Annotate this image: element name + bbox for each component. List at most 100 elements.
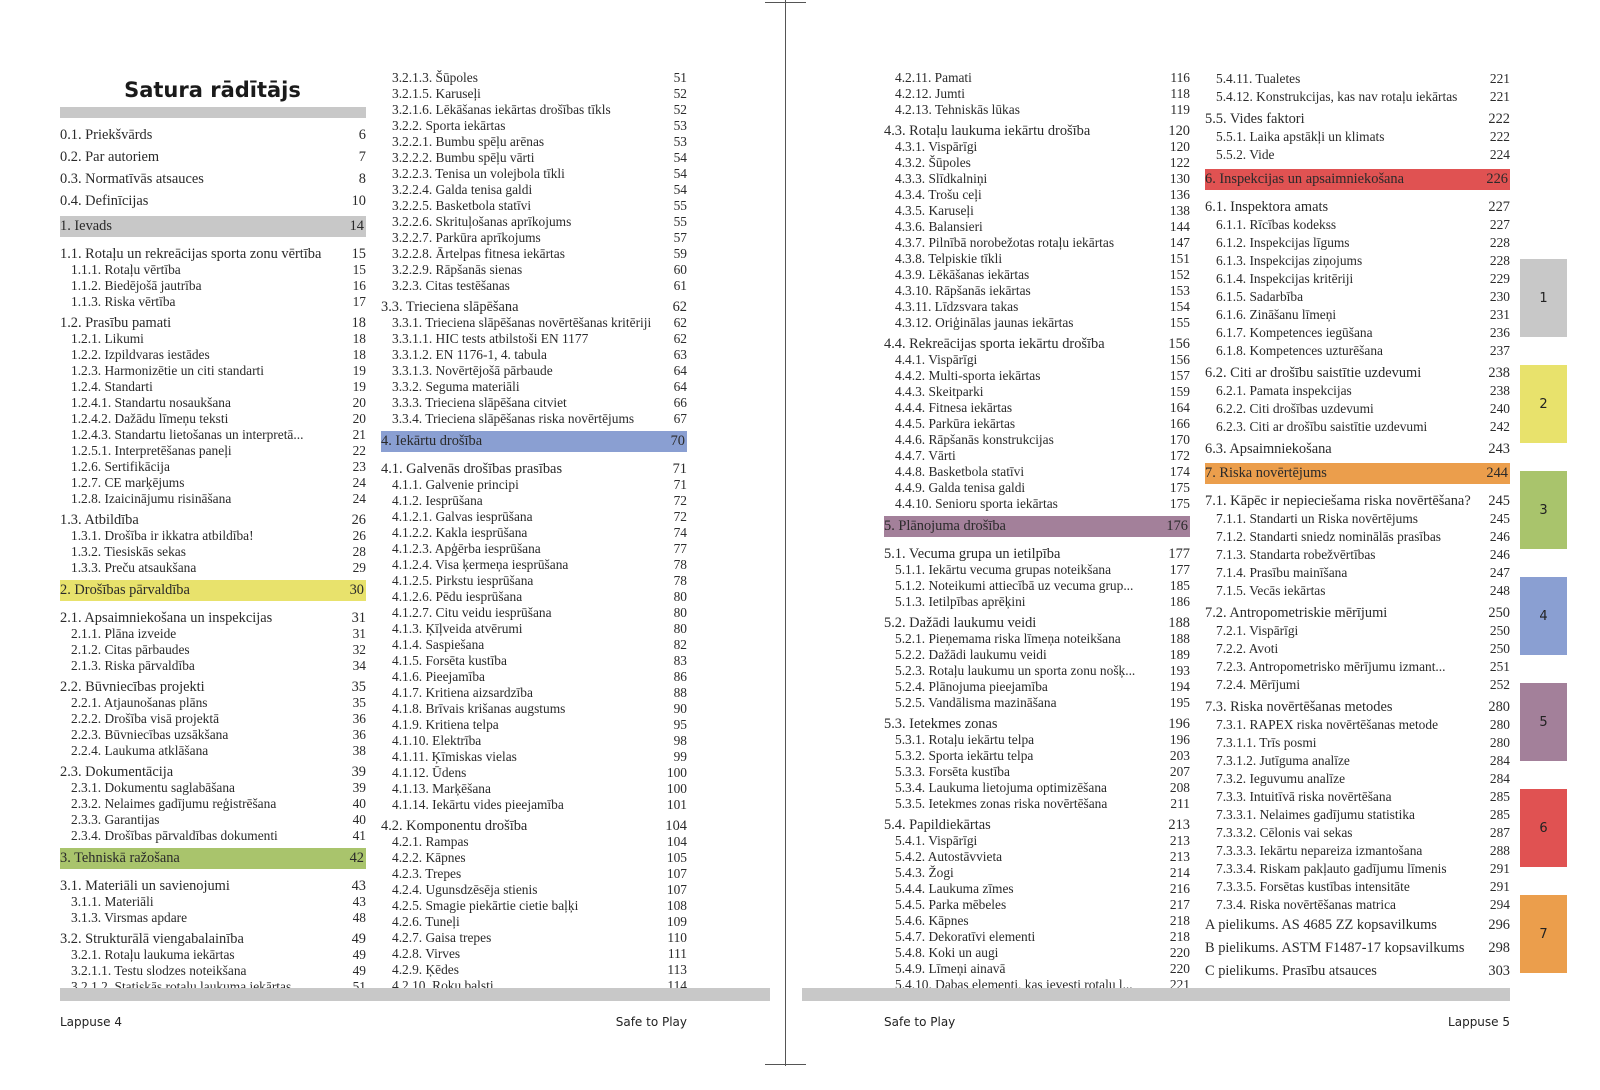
toc-entry[interactable]: 7.3.3.5. Forsētas kustības intensitāte 29… [1205, 878, 1510, 896]
toc-section[interactable]: 5.1. Vecuma grupa un ietilpība 177 [884, 546, 1190, 562]
toc-entry[interactable]: 2.2.4. Laukuma atklāšana 38 [60, 743, 366, 759]
toc-section[interactable]: 3.1. Materiāli un savienojumi 43 [60, 878, 366, 894]
toc-entry[interactable]: 5.4.5. Parka mēbeles 217 [884, 897, 1190, 913]
toc-entry[interactable]: 5.1.2. Noteikumi attiecībā uz vecuma gru… [884, 578, 1190, 594]
toc-section[interactable]: 4.1. Galvenās drošības prasības 71 [381, 461, 687, 477]
toc-entry[interactable]: 5.2.1. Pieņemama riska līmeņa noteikšana… [884, 631, 1190, 647]
toc-entry[interactable]: 4.2.2. Kāpnes 105 [381, 850, 687, 866]
toc-section[interactable]: 3.2. Strukturālā viengabalainība 49 [60, 931, 366, 947]
toc-entry[interactable]: 1.1.2. Biedējošā jautrība 16 [60, 278, 366, 294]
toc-entry[interactable]: 4.2.7. Gaisa trepes 110 [381, 930, 687, 946]
toc-entry[interactable]: 4.1.3. Ķīļveida atvērumi 80 [381, 621, 687, 637]
toc-entry[interactable]: 7.1.2. Standarti sniedz nominālās prasīb… [1205, 528, 1510, 546]
toc-entry[interactable]: 7.2.4. Mērījumi 252 [1205, 676, 1510, 694]
toc-entry[interactable]: 2.3.3. Garantijas 40 [60, 812, 366, 828]
toc-entry[interactable]: 5.3.2. Sporta iekārtu telpa 203 [884, 748, 1190, 764]
toc-entry[interactable]: 5.4.11. Tualetes 221 [1205, 70, 1510, 88]
toc-entry[interactable]: 4.2.13. Tehniskās lūkas 119 [884, 102, 1190, 118]
toc-entry[interactable]: 4.3.10. Rāpšanās iekārtas 153 [884, 283, 1190, 299]
toc-section[interactable]: 7.1. Kāpēc ir nepieciešama riska novērtē… [1205, 492, 1510, 510]
toc-entry[interactable]: 7.3.1. RAPEX riska novērtēšanas metode 28… [1205, 716, 1510, 734]
toc-section[interactable]: 2.3. Dokumentācija 39 [60, 764, 366, 780]
toc-entry[interactable]: 6.1.3. Inspekcijas ziņojums 228 [1205, 252, 1510, 270]
toc-section[interactable]: 7.2. Antropometriskie mērījumi 250 [1205, 604, 1510, 622]
toc-entry[interactable]: 4.3.11. Līdzsvara takas 154 [884, 299, 1190, 315]
toc-entry[interactable]: 5.2.3. Rotaļu laukumu un sporta zonu noš… [884, 663, 1190, 679]
toc-entry[interactable]: 3.2.2.6. Skrituļošanas aprīkojums 55 [381, 214, 687, 230]
toc-entry[interactable]: 4.4.9. Galda tenisa galdi 175 [884, 480, 1190, 496]
chapter-tab-4[interactable]: 4 [1520, 577, 1567, 655]
toc-entry[interactable]: 7.1.4. Prasību mainīšana 247 [1205, 564, 1510, 582]
toc-entry[interactable]: 1.1.1. Rotaļu vērtība 15 [60, 262, 366, 278]
toc-entry[interactable]: 2.2.2. Drošība visā projektā 36 [60, 711, 366, 727]
toc-entry[interactable]: 1.2.3. Harmonizētie un citi standarti 19 [60, 363, 366, 379]
toc-entry[interactable]: 4.1.2. Iesprūšana 72 [381, 493, 687, 509]
toc-entry[interactable]: 4.1.4. Saspiešana 82 [381, 637, 687, 653]
toc-entry[interactable]: 4.2.5. Smagie piekārtie cietie baļķi 108 [381, 898, 687, 914]
toc-entry[interactable]: 5.1.1. Iekārtu vecuma grupas noteikšana 1… [884, 562, 1190, 578]
toc-entry[interactable]: 7.3.3.1. Nelaimes gadījumu statistika 285 [1205, 806, 1510, 824]
toc-entry[interactable]: 4.3.8. Telpiskie tīkli 151 [884, 251, 1190, 267]
toc-entry[interactable]: 4.1.2.2. Kakla iesprūšana 74 [381, 525, 687, 541]
toc-entry[interactable]: 3.2.3. Citas testēšanas 61 [381, 278, 687, 294]
toc-entry[interactable]: 2.2.1. Atjaunošanas plāns 35 [60, 695, 366, 711]
toc-entry[interactable]: 5.4.3. Žogi 214 [884, 865, 1190, 881]
toc-entry[interactable]: 1.3.3. Preču atsaukšana 29 [60, 560, 366, 576]
toc-entry[interactable]: 5.3.4. Laukuma lietojuma optimizēšana 208 [884, 780, 1190, 796]
toc-entry[interactable]: 4.3.2. Šūpoles 122 [884, 155, 1190, 171]
toc-entry[interactable]: 7.2.3. Antropometrisko mērījumu izmant..… [1205, 658, 1510, 676]
toc-entry[interactable]: 4.3.9. Lēkāšanas iekārtas 152 [884, 267, 1190, 283]
toc-section[interactable]: 4.2. Komponentu drošība 104 [381, 818, 687, 834]
toc-entry[interactable]: 4.4.8. Basketbola statīvi 174 [884, 464, 1190, 480]
toc-section[interactable]: 4.4. Rekreācijas sporta iekārtu drošība 1… [884, 336, 1190, 352]
toc-entry[interactable]: 5.5.2. Vide 224 [1205, 146, 1510, 164]
toc-entry[interactable]: 1.1.3. Riska vērtība 17 [60, 294, 366, 310]
toc-entry[interactable]: 4.2.11. Pamati 116 [884, 70, 1190, 86]
toc-entry[interactable]: 5.2.4. Plānojuma pieejamība 194 [884, 679, 1190, 695]
toc-entry[interactable]: 1.2.4.2. Dažādu līmeņu teksti 20 [60, 411, 366, 427]
toc-entry[interactable]: 4.1.8. Brīvais krišanas augstums 90 [381, 701, 687, 717]
chapter-heading[interactable]: 7. Riska novērtējums 244 [1205, 463, 1510, 484]
toc-entry[interactable]: 3.2.2.5. Basketbola statīvi 55 [381, 198, 687, 214]
toc-entry[interactable]: 7.3.3.2. Cēlonis vai sekas 287 [1205, 824, 1510, 842]
toc-entry[interactable]: 5.2.2. Dažādi laukumu veidi 189 [884, 647, 1190, 663]
toc-entry[interactable]: 4.1.7. Kritiena aizsardzība 88 [381, 685, 687, 701]
toc-entry[interactable]: 3.3.1. Trieciena slāpēšanas novērtēšanas… [381, 315, 687, 331]
toc-entry[interactable]: 3.1.3. Virsmas apdare 48 [60, 910, 366, 926]
toc-entry[interactable]: 1.2.6. Sertifikācija 23 [60, 459, 366, 475]
toc-entry[interactable]: 3.2.2.8. Ārtelpas fitnesa iekārtas 59 [381, 246, 687, 262]
toc-entry[interactable]: 3.2.2. Sporta iekārtas 53 [381, 118, 687, 134]
toc-entry[interactable]: 4.1.11. Ķīmiskas vielas 99 [381, 749, 687, 765]
chapter-heading[interactable]: 6. Inspekcijas un apsaimniekošana 226 [1205, 169, 1510, 190]
toc-entry[interactable]: 4.1.2.6. Pēdu iesprūšana 80 [381, 589, 687, 605]
toc-entry[interactable]: 6.1.8. Kompetences uzturēšana 237 [1205, 342, 1510, 360]
toc-entry[interactable]: 4.1.10. Elektrība 98 [381, 733, 687, 749]
toc-entry[interactable]: A pielikums. AS 4685 ZZ kopsavilkums 296 [1205, 914, 1510, 937]
toc-entry[interactable]: 3.2.1.1. Testu slodzes noteikšana 49 [60, 963, 366, 979]
toc-entry[interactable]: 4.2.12. Jumti 118 [884, 86, 1190, 102]
toc-entry[interactable]: 2.3.1. Dokumentu saglabāšana 39 [60, 780, 366, 796]
toc-entry[interactable]: 4.1.1. Galvenie principi 71 [381, 477, 687, 493]
toc-entry[interactable]: 1.2.5.1. Interpretēšanas paneļi 22 [60, 443, 366, 459]
toc-section[interactable]: 1.1. Rotaļu un rekreācijas sporta zonu v… [60, 246, 366, 262]
toc-entry[interactable]: 5.3.5. Ietekmes zonas riska novērtēšana 2… [884, 796, 1190, 812]
toc-entry[interactable]: 4.1.2.3. Apģērba iesprūšana 77 [381, 541, 687, 557]
chapter-heading[interactable]: 4. Iekārtu drošība 70 [381, 431, 687, 452]
toc-entry[interactable]: 4.2.9. Ķēdes 113 [381, 962, 687, 978]
toc-entry[interactable]: 4.2.6. Tuneļi 109 [381, 914, 687, 930]
toc-entry[interactable]: C pielikums. Prasību atsauces 303 [1205, 960, 1510, 983]
toc-section[interactable]: 7.3. Riska novērtēšanas metodes 280 [1205, 698, 1510, 716]
toc-entry[interactable]: 1.2.4. Standarti 19 [60, 379, 366, 395]
toc-entry[interactable]: 4.1.2.7. Citu veidu iesprūšana 80 [381, 605, 687, 621]
toc-entry[interactable]: 4.4.2. Multi-sporta iekārtas 157 [884, 368, 1190, 384]
toc-entry[interactable]: 4.1.5. Forsēta kustība 83 [381, 653, 687, 669]
toc-entry[interactable]: 6.2.3. Citi ar drošību saistītie uzdevum… [1205, 418, 1510, 436]
toc-entry[interactable]: 1.3.2. Tiesiskās sekas 28 [60, 544, 366, 560]
toc-entry[interactable]: 2.3.4. Drošības pārvaldības dokumenti 41 [60, 828, 366, 844]
chapter-heading[interactable]: 3. Tehniskā ražošana 42 [60, 848, 366, 869]
chapter-tab-3[interactable]: 3 [1520, 471, 1567, 549]
toc-entry[interactable]: 4.1.2.5. Pirkstu iesprūšana 78 [381, 573, 687, 589]
toc-entry[interactable]: 6.1.6. Zināšanu līmeņi 231 [1205, 306, 1510, 324]
toc-entry[interactable]: 1.2.8. Izaicinājumu risināšana 24 [60, 491, 366, 507]
toc-entry[interactable]: 4.4.10. Senioru sporta iekārtas 175 [884, 496, 1190, 512]
